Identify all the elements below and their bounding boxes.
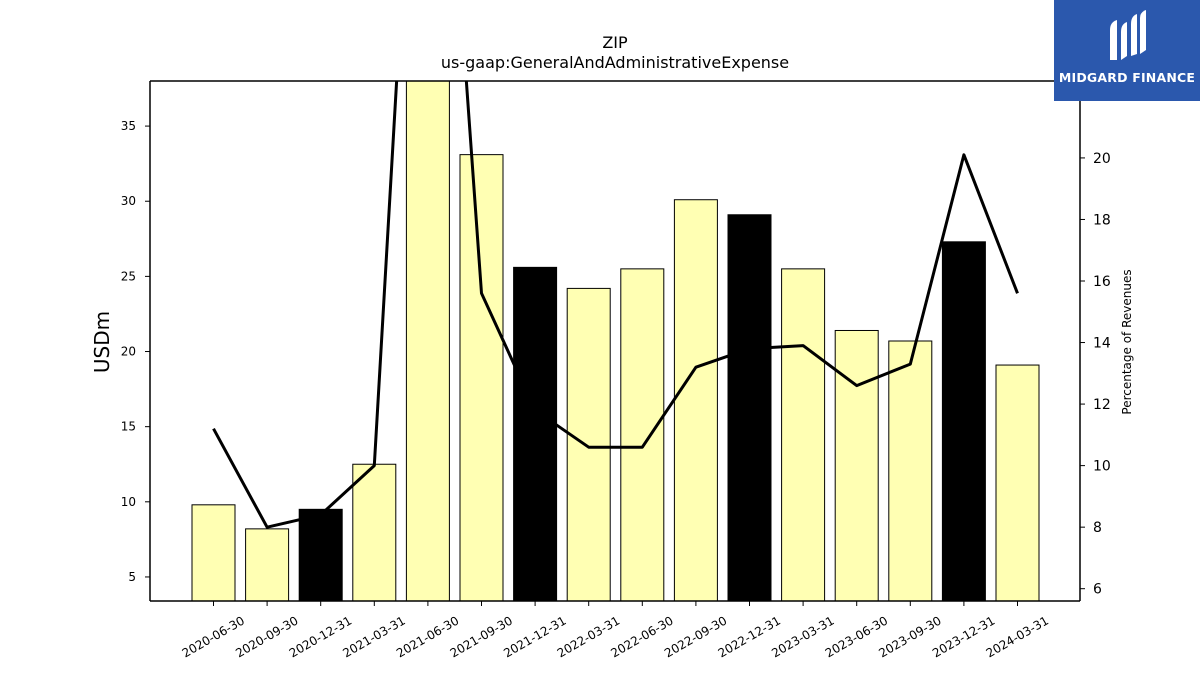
bars-group [191, 81, 1040, 601]
chart-subtitle: us-gaap:GeneralAndAdministrativeExpense [441, 53, 789, 72]
bar-2021-09-30 [459, 154, 504, 601]
bar-2021-06-30 [405, 81, 450, 601]
line-group [212, 81, 1019, 529]
bar-2022-06-30 [620, 268, 665, 601]
brand-logo: MIDGARD FINANCE [1054, 0, 1200, 101]
y-tick-label: 25 [121, 269, 136, 283]
y2-tick-label: 6 [1093, 582, 1102, 598]
bar-2021-12-31 [513, 266, 558, 601]
y2-tick-label: 20 [1093, 151, 1111, 167]
y2-tick-label: 8 [1093, 520, 1102, 536]
y-tick-label: 35 [121, 119, 136, 133]
bar-2024-03-31 [995, 364, 1040, 601]
chart-title: ZIP [602, 33, 628, 52]
bar-2022-12-31 [727, 214, 772, 601]
y-tick-label: 10 [121, 495, 136, 509]
y-tick-label: 15 [121, 420, 136, 434]
y-tick-label: 5 [128, 570, 136, 584]
bar-2023-06-30 [834, 329, 879, 601]
y-tick-label: 30 [121, 194, 136, 208]
bar-2022-09-30 [673, 199, 718, 601]
y2-tick-label: 10 [1093, 459, 1111, 475]
percentage-line [212, 81, 1019, 529]
bar-2023-12-31 [941, 241, 986, 601]
y2-tick-label: 18 [1093, 212, 1111, 228]
midgard-logo-icon [1110, 10, 1146, 60]
bar-2020-09-30 [245, 528, 290, 601]
y2-tick-label: 12 [1093, 397, 1111, 413]
bar-2023-03-31 [781, 268, 826, 601]
bar-2020-12-31 [298, 508, 343, 601]
bar-2020-06-30 [191, 504, 236, 601]
y2-axis-label: Percentage of Revenues [1120, 269, 1134, 414]
y2-tick-label: 16 [1093, 274, 1111, 290]
y-tick-label: 20 [121, 345, 136, 359]
y2-tick-label: 14 [1093, 336, 1111, 352]
logo-text: MIDGARD FINANCE [1058, 70, 1196, 85]
bar-2023-09-30 [888, 340, 933, 601]
bar-2022-03-31 [566, 287, 611, 601]
bar-2021-03-31 [352, 463, 397, 601]
y-axis-label: USDm [90, 311, 114, 373]
